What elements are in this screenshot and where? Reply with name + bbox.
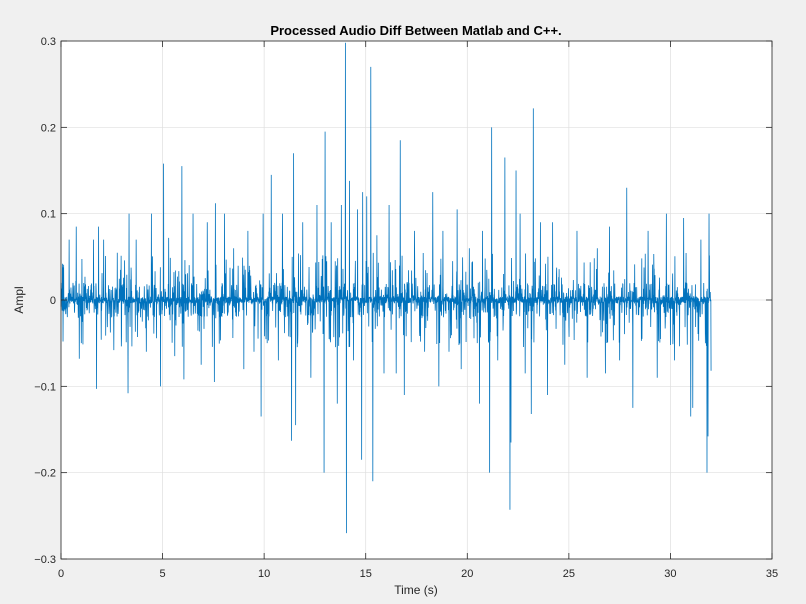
x-tick-label: 20 [461, 568, 473, 580]
y-tick-label: −0.3 [34, 554, 56, 566]
y-tick-label: 0.1 [41, 209, 56, 221]
y-tick-label: 0.3 [41, 36, 56, 48]
y-axis-label: Ampl [12, 286, 26, 313]
y-tick-label: 0.2 [41, 122, 56, 134]
signal-line [60, 42, 712, 534]
y-tick-label: 0 [50, 295, 56, 307]
x-tick-label: 5 [160, 568, 166, 580]
y-tick-label: −0.2 [34, 468, 56, 480]
signal-series [60, 42, 712, 534]
chart-title: Processed Audio Diff Between Matlab and … [270, 23, 561, 38]
x-axis-label: Time (s) [394, 583, 438, 597]
x-tick-label: 0 [58, 568, 64, 580]
x-tick-label: 10 [258, 568, 270, 580]
ticks: 0 5 10 15 20 25 30 35 −0.3 −0.2 −0.1 0 0.1 0.2 0.3 [34, 36, 778, 580]
x-tick-label: 25 [563, 568, 575, 580]
x-tick-label: 35 [766, 568, 778, 580]
x-tick-label: 30 [664, 568, 676, 580]
y-tick-label: −0.1 [34, 381, 56, 393]
x-tick-label: 15 [360, 568, 372, 580]
